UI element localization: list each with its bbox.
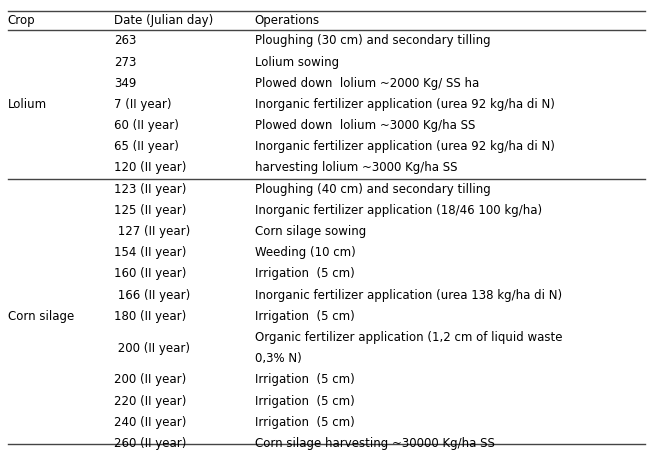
Text: 154 (II year): 154 (II year) bbox=[114, 246, 187, 259]
Text: Irrigation  (5 cm): Irrigation (5 cm) bbox=[255, 395, 355, 408]
Text: Plowed down  lolium ~3000 Kg/ha SS: Plowed down lolium ~3000 Kg/ha SS bbox=[255, 119, 475, 132]
Text: Ploughing (30 cm) and secondary tilling: Ploughing (30 cm) and secondary tilling bbox=[255, 34, 490, 47]
Text: Corn silage sowing: Corn silage sowing bbox=[255, 225, 366, 238]
Text: Plowed down  lolium ~2000 Kg/ SS ha: Plowed down lolium ~2000 Kg/ SS ha bbox=[255, 77, 479, 90]
Text: Corn silage harvesting ~30000 Kg/ha SS: Corn silage harvesting ~30000 Kg/ha SS bbox=[255, 437, 494, 450]
Text: Inorganic fertilizer application (urea 92 kg/ha di N): Inorganic fertilizer application (urea 9… bbox=[255, 98, 554, 111]
Text: 160 (II year): 160 (II year) bbox=[114, 267, 187, 281]
Text: Corn silage: Corn silage bbox=[8, 310, 74, 323]
Text: Irrigation  (5 cm): Irrigation (5 cm) bbox=[255, 416, 355, 429]
Text: Weeding (10 cm): Weeding (10 cm) bbox=[255, 246, 355, 259]
Text: 263: 263 bbox=[114, 34, 136, 47]
Text: 180 (II year): 180 (II year) bbox=[114, 310, 187, 323]
Text: Inorganic fertilizer application (urea 138 kg/ha di N): Inorganic fertilizer application (urea 1… bbox=[255, 289, 562, 302]
Text: 260 (II year): 260 (II year) bbox=[114, 437, 187, 450]
Text: Irrigation  (5 cm): Irrigation (5 cm) bbox=[255, 373, 355, 387]
Text: 7 (II year): 7 (II year) bbox=[114, 98, 172, 111]
Text: 200 (II year): 200 (II year) bbox=[114, 373, 187, 387]
Text: Irrigation  (5 cm): Irrigation (5 cm) bbox=[255, 310, 355, 323]
Text: Lolium: Lolium bbox=[8, 98, 47, 111]
Text: 125 (II year): 125 (II year) bbox=[114, 204, 187, 217]
Text: 166 (II year): 166 (II year) bbox=[114, 289, 191, 302]
Text: 65 (II year): 65 (II year) bbox=[114, 140, 179, 153]
Text: 120 (II year): 120 (II year) bbox=[114, 161, 187, 175]
Text: 60 (II year): 60 (II year) bbox=[114, 119, 179, 132]
Text: Crop: Crop bbox=[8, 14, 35, 27]
Text: 127 (II year): 127 (II year) bbox=[114, 225, 191, 238]
Text: 0,3% N): 0,3% N) bbox=[255, 352, 302, 365]
Text: 220 (II year): 220 (II year) bbox=[114, 395, 187, 408]
Text: Date (Julian day): Date (Julian day) bbox=[114, 14, 214, 27]
Text: 349: 349 bbox=[114, 77, 136, 90]
Text: Inorganic fertilizer application (urea 92 kg/ha di N): Inorganic fertilizer application (urea 9… bbox=[255, 140, 554, 153]
Text: 200 (II year): 200 (II year) bbox=[114, 342, 190, 354]
Text: Irrigation  (5 cm): Irrigation (5 cm) bbox=[255, 267, 355, 281]
Text: Ploughing (40 cm) and secondary tilling: Ploughing (40 cm) and secondary tilling bbox=[255, 183, 490, 196]
Text: Organic fertilizer application (1,2 cm of liquid waste: Organic fertilizer application (1,2 cm o… bbox=[255, 331, 562, 345]
Text: 123 (II year): 123 (II year) bbox=[114, 183, 187, 196]
Text: Lolium sowing: Lolium sowing bbox=[255, 55, 339, 69]
Text: harvesting lolium ~3000 Kg/ha SS: harvesting lolium ~3000 Kg/ha SS bbox=[255, 161, 457, 175]
Text: 273: 273 bbox=[114, 55, 136, 69]
Text: Operations: Operations bbox=[255, 14, 320, 27]
Text: Inorganic fertilizer application (18/46 100 kg/ha): Inorganic fertilizer application (18/46 … bbox=[255, 204, 542, 217]
Text: 240 (II year): 240 (II year) bbox=[114, 416, 187, 429]
